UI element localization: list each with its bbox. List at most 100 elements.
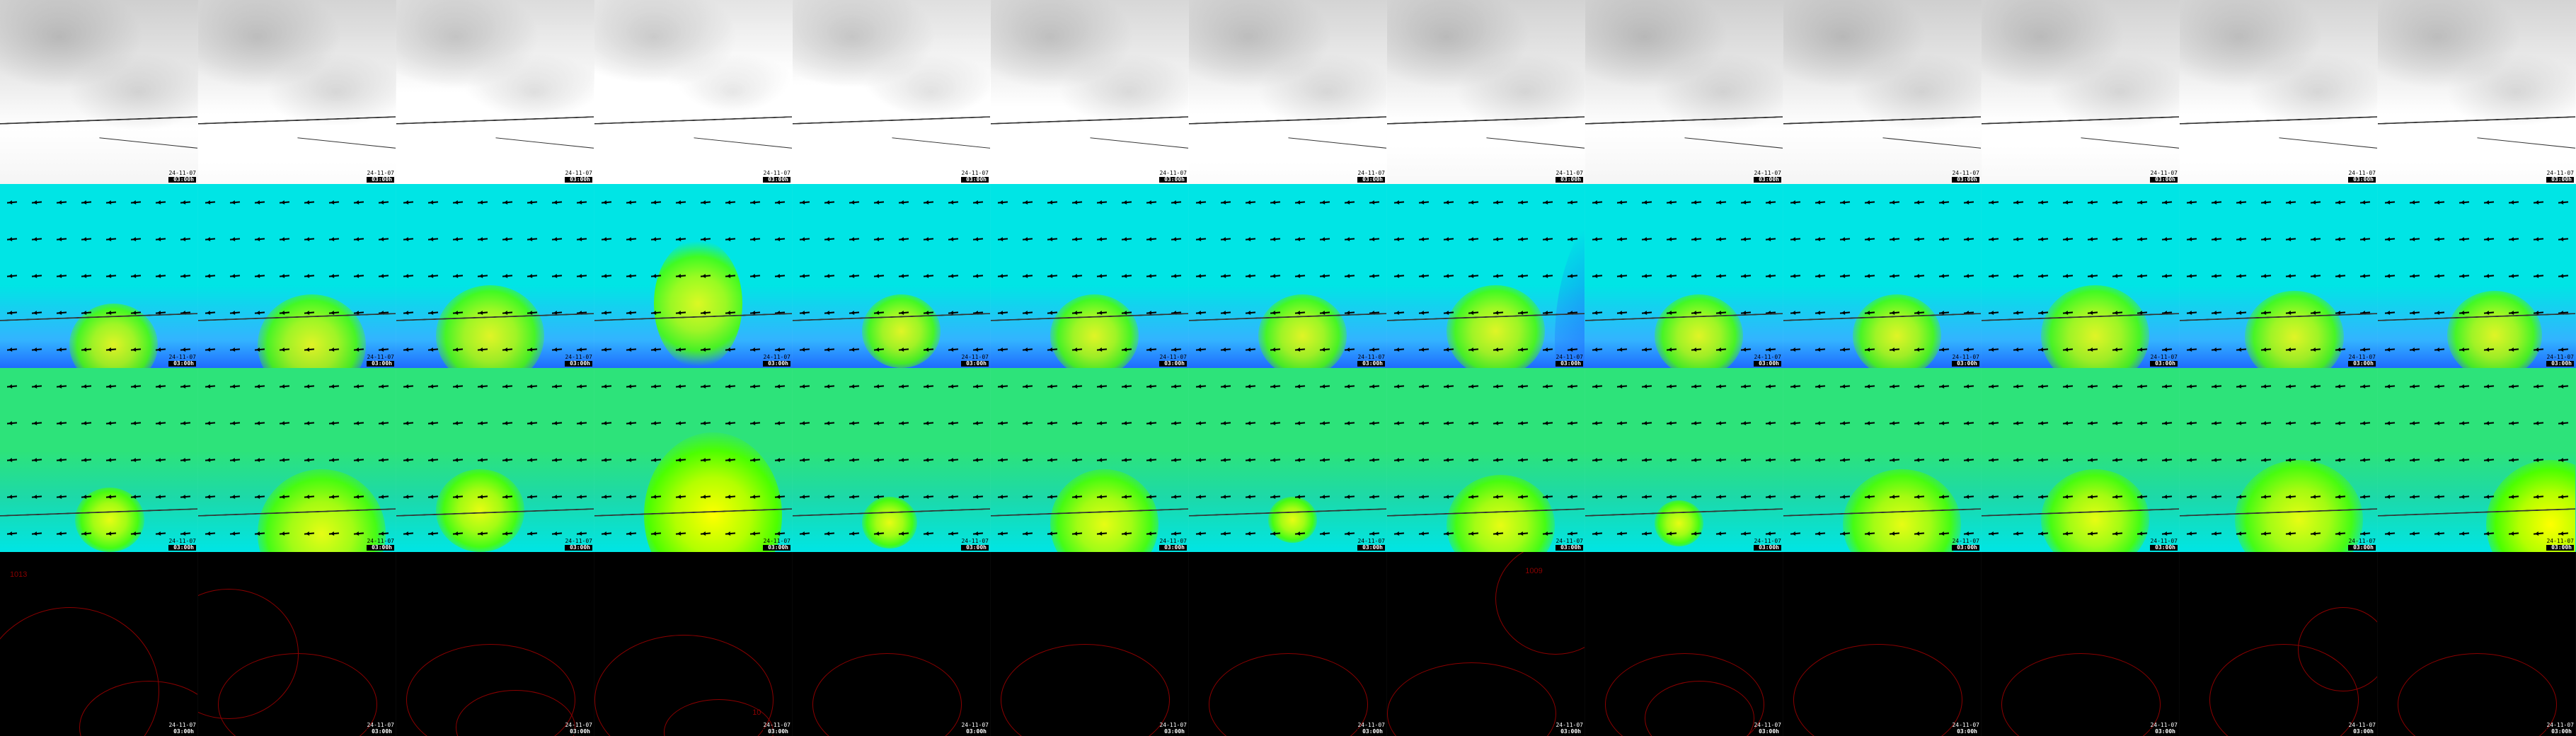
- wind-panel: 24-11-0703:00h: [0, 368, 198, 552]
- stamp-time: 03:00h: [367, 361, 394, 367]
- wind-arrows: [2180, 184, 2377, 368]
- stamp-time: 03:00h: [763, 545, 790, 551]
- isobar-line: [2001, 653, 2161, 736]
- wind-panel: 24-11-0703:00h: [198, 368, 396, 552]
- cloud-panel: 24-11-0703:00h: [2180, 0, 2378, 184]
- stamp-time: 03:00h: [565, 177, 592, 183]
- pressure-panel: 24-11-0703:00h: [1982, 552, 2180, 736]
- stamp-time: 03:00h: [1952, 177, 1979, 183]
- timestamp: 24-11-0703:00h: [1952, 355, 1979, 367]
- wind-arrows: [1387, 184, 1585, 368]
- pressure-panel: 101324-11-0703:00h: [0, 552, 198, 736]
- timestamp: 24-11-0703:00h: [2348, 723, 2376, 735]
- wind-panel: 24-11-0703:00h: [991, 184, 1189, 368]
- timestamp: 24-11-0703:00h: [367, 171, 394, 183]
- timestamp: 24-11-0703:00h: [1159, 355, 1187, 367]
- wind-arrows: [991, 184, 1188, 368]
- wind-panel: 24-11-0703:00h: [1585, 184, 1783, 368]
- isobar-line: [2398, 653, 2557, 736]
- cloud-panel: 24-11-0703:00h: [1783, 0, 1982, 184]
- timestamp: 24-11-0703:00h: [1556, 355, 1583, 367]
- wind-arrows: [991, 368, 1188, 552]
- pressure-panel: 24-11-0703:00h: [991, 552, 1189, 736]
- stamp-time: 03:00h: [2150, 361, 2178, 367]
- wind-panel: 24-11-0703:00h: [1189, 368, 1387, 552]
- wind-panel: 24-11-0703:00h: [793, 368, 991, 552]
- timestamp: 24-11-0703:00h: [763, 171, 790, 183]
- pressure-panel: 24-11-0703:00h: [2180, 552, 2378, 736]
- stamp-time: 03:00h: [1754, 361, 1781, 367]
- wind-arrows: [1783, 368, 1981, 552]
- stamp-time: 03:00h: [961, 545, 989, 551]
- timestamp: 24-11-0703:00h: [1556, 539, 1583, 551]
- isobar-line: [1001, 644, 1170, 736]
- timestamp: 24-11-0703:00h: [2348, 355, 2376, 367]
- wind-arrows: [793, 184, 990, 368]
- cloud-panel: 24-11-0703:00h: [198, 0, 396, 184]
- isobar-line: [2298, 607, 2378, 691]
- stamp-time: 03:00h: [168, 361, 196, 367]
- timestamp: 24-11-0703:00h: [367, 355, 394, 367]
- stamp-time: 03:00h: [1952, 729, 1979, 735]
- cloud-panel: 24-11-0703:00h: [991, 0, 1189, 184]
- wind-panel: 24-11-0703:00h: [991, 368, 1189, 552]
- stamp-time: 03:00h: [1952, 361, 1979, 367]
- timestamp: 24-11-0703:00h: [168, 355, 196, 367]
- wind-arrows: [2180, 368, 2377, 552]
- wind-row-a: 24-11-0703:00h24-11-0703:00h24-11-0703:0…: [0, 184, 2576, 368]
- timestamp: 24-11-0703:00h: [1754, 723, 1781, 735]
- stamp-time: 03:00h: [2348, 361, 2376, 367]
- timestamp: 24-11-0703:00h: [1357, 539, 1385, 551]
- stamp-time: 03:00h: [168, 545, 196, 551]
- timestamp: 24-11-0703:00h: [565, 539, 592, 551]
- wind-arrows: [1585, 368, 1783, 552]
- timestamp: 24-11-0703:00h: [961, 355, 989, 367]
- wind-arrows: [594, 368, 792, 552]
- timestamp: 24-11-0703:00h: [1754, 539, 1781, 551]
- stamp-time: 03:00h: [2546, 545, 2574, 551]
- stamp-time: 03:00h: [565, 729, 592, 735]
- wind-arrows: [1189, 368, 1386, 552]
- pressure-panel: 1009 24-11-0703:00h: [1387, 552, 1585, 736]
- stamp-time: 03:00h: [1754, 545, 1781, 551]
- wind-panel: 24-11-0703:00h: [594, 184, 793, 368]
- timestamp: 24-11-0703:00h: [1159, 171, 1187, 183]
- timestamp: 24-11-0703:00h: [1952, 723, 1979, 735]
- timestamp: 24-11-0703:00h: [1556, 723, 1583, 735]
- timestamp: 24-11-0703:00h: [1952, 171, 1979, 183]
- timestamp: 24-11-0703:00h: [1952, 539, 1979, 551]
- wind-arrows: [0, 368, 197, 552]
- stamp-time: 03:00h: [1159, 545, 1187, 551]
- stamp-time: 03:00h: [565, 361, 592, 367]
- wind-panel: 24-11-0703:00h: [1387, 368, 1585, 552]
- timestamp: 24-11-0703:00h: [2150, 723, 2178, 735]
- timestamp: 24-11-0703:00h: [1556, 171, 1583, 183]
- pressure-panel: 24-11-0703:00h: [1585, 552, 1783, 736]
- cloud-panel: 24-11-0703:00h: [2378, 0, 2576, 184]
- wind-arrows: [1982, 368, 2179, 552]
- stamp-time: 03:00h: [2546, 729, 2574, 735]
- cloud-row: 24-11-0703:00h24-11-0703:00h24-11-0703:0…: [0, 0, 2576, 184]
- stamp-time: 03:00h: [2348, 729, 2376, 735]
- timestamp: 24-11-0703:00h: [1159, 539, 1187, 551]
- wind-arrows: [198, 184, 396, 368]
- wind-panel: 24-11-0703:00h: [2180, 368, 2378, 552]
- stamp-time: 03:00h: [1556, 729, 1583, 735]
- stamp-time: 03:00h: [1357, 545, 1385, 551]
- wind-arrows: [2378, 184, 2575, 368]
- wind-panel: 24-11-0703:00h: [594, 368, 793, 552]
- wind-panel: 24-11-0703:00h: [396, 368, 594, 552]
- stamp-time: 03:00h: [763, 177, 790, 183]
- timestamp: 24-11-0703:00h: [565, 171, 592, 183]
- timestamp: 24-11-0703:00h: [2546, 723, 2574, 735]
- timestamp: 24-11-0703:00h: [763, 539, 790, 551]
- wind-arrows: [1189, 184, 1386, 368]
- stamp-time: 03:00h: [2546, 177, 2574, 183]
- timestamp: 24-11-0703:00h: [367, 723, 394, 735]
- stamp-time: 03:00h: [961, 361, 989, 367]
- isobar-label: 1009: [1525, 567, 1542, 575]
- pressure-panel: 24-11-0703:00h: [793, 552, 991, 736]
- pressure-panel: 24-11-0703:00h: [1783, 552, 1982, 736]
- cloud-panel: 24-11-0703:00h: [1585, 0, 1783, 184]
- timestamp: 24-11-0703:00h: [565, 355, 592, 367]
